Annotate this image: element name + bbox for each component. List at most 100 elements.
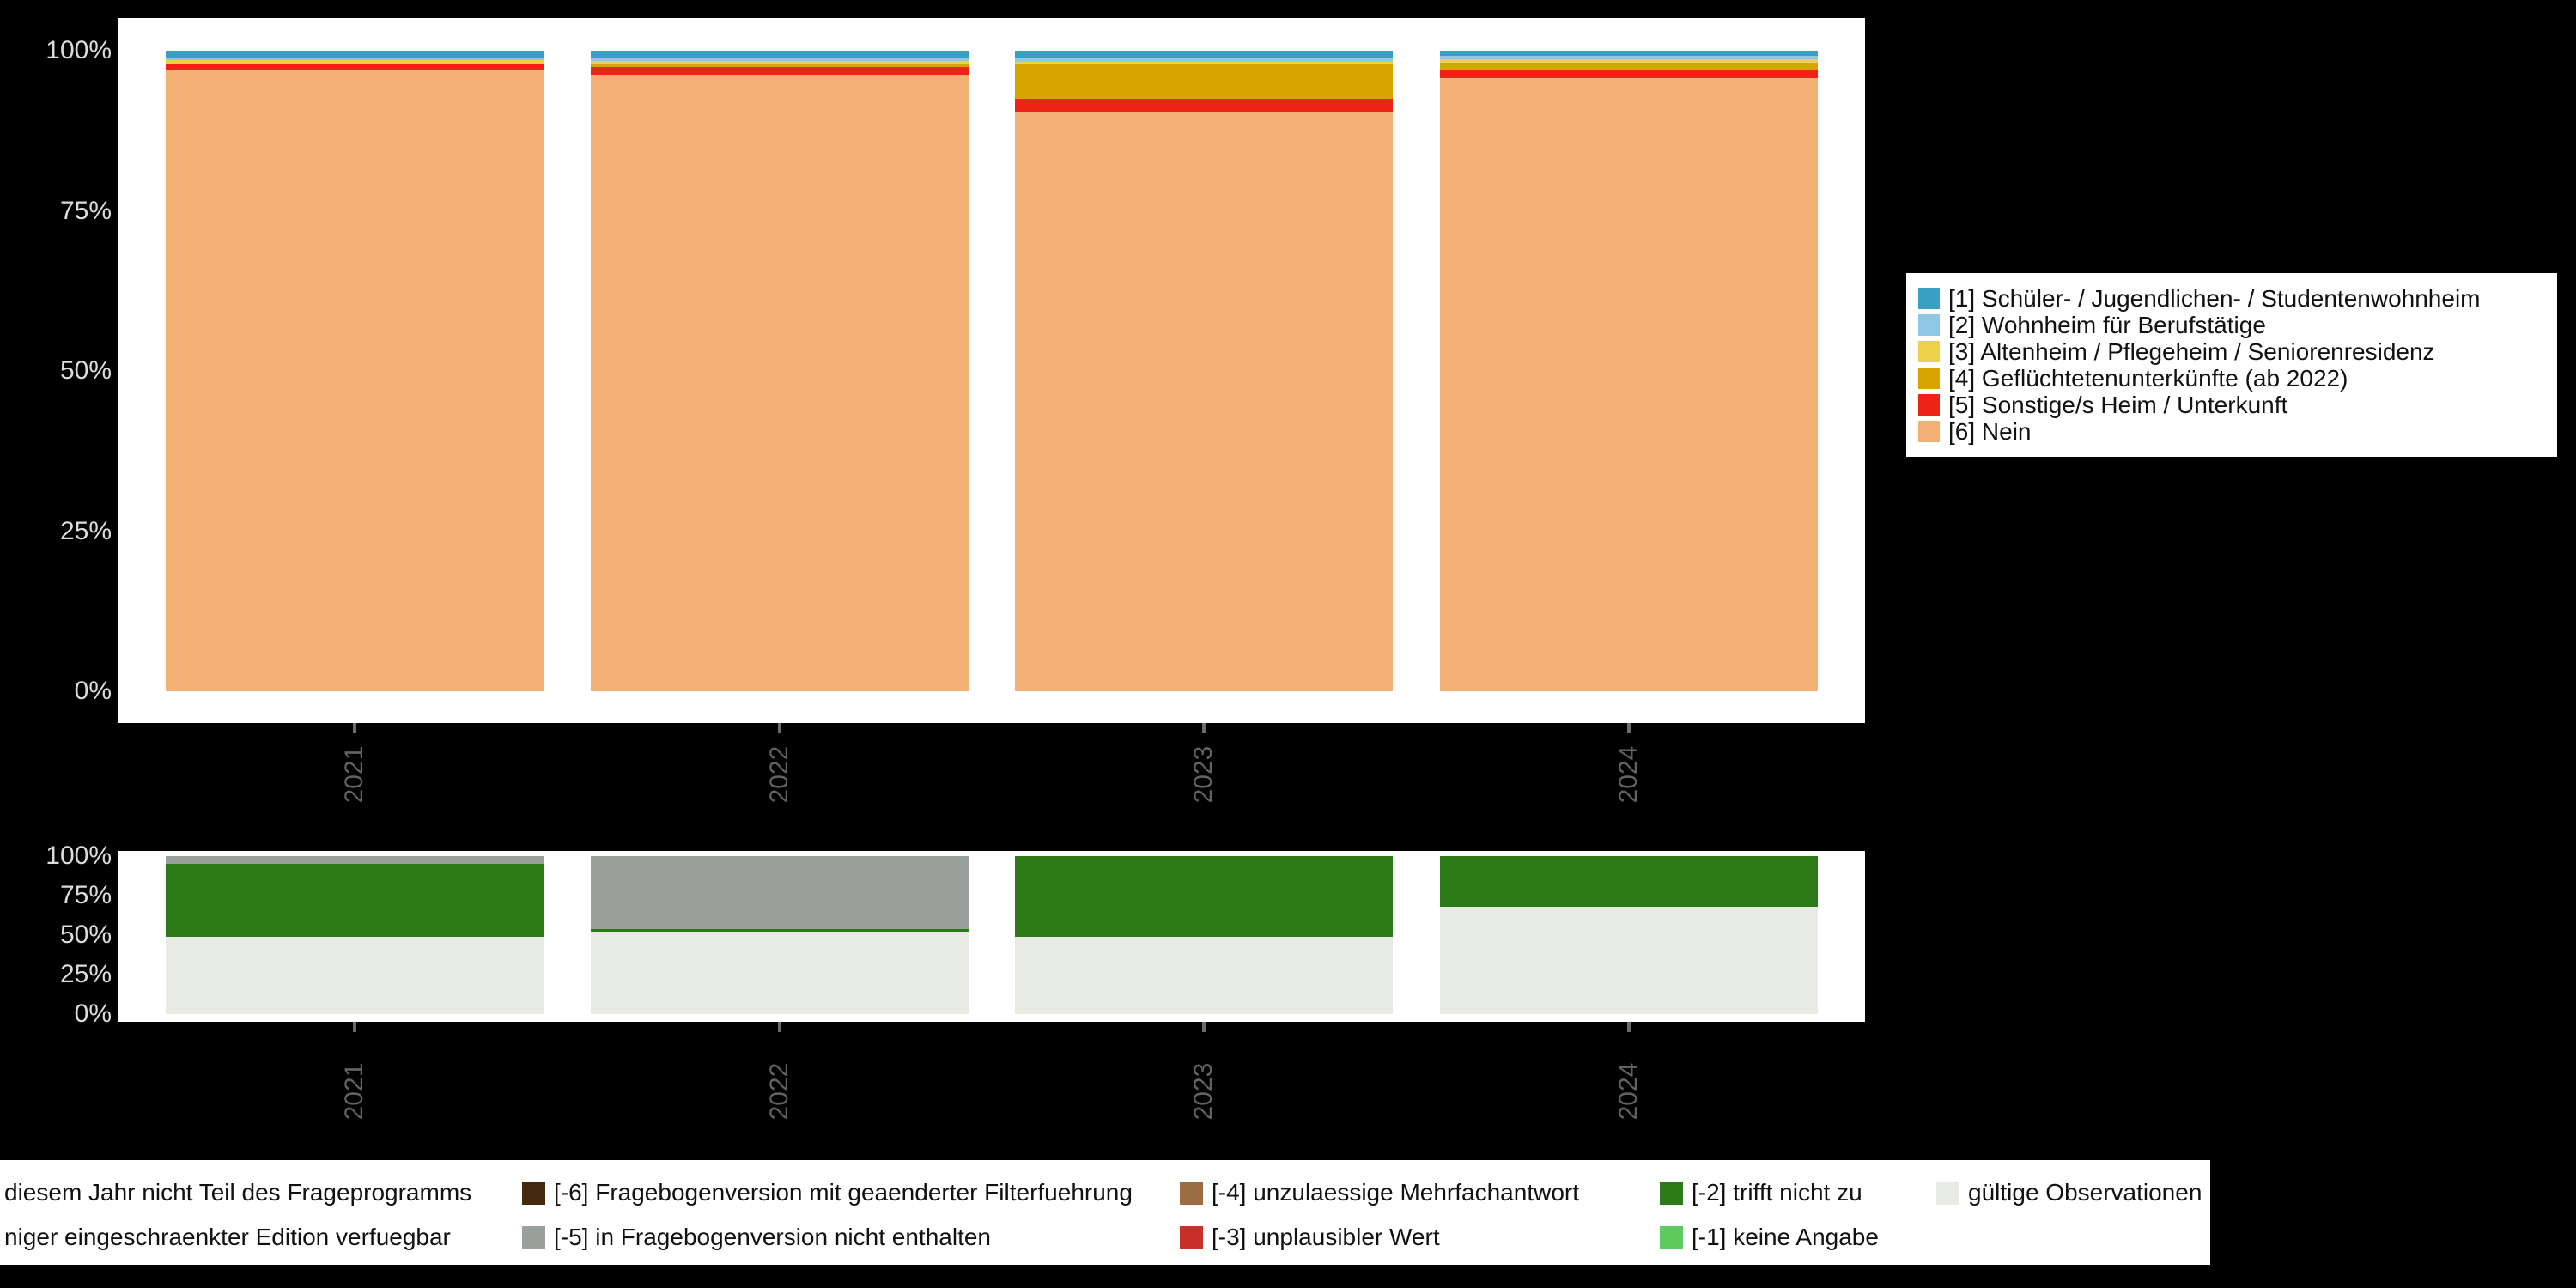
x-axis-label-2022: 2022 [764,745,793,804]
bar-segment [1015,64,1394,99]
legend-item-truncated: niger eingeschraenkter Edition verfuegba… [4,1223,451,1252]
legend-item: [3] Altenheim / Pflegeheim / Seniorenres… [1918,338,2550,365]
legend-item: [4] Geflüchtetenunterkünfte (ab 2022) [1918,365,2550,392]
y-axis-label: 50% [59,920,112,949]
bar-segment [165,70,544,691]
stacked-bar-bottom-2024 [1440,856,1819,1014]
legend-item: [-1] keine Angabe [1660,1223,1879,1252]
chart-panel-bottom [118,851,1865,1022]
legend-swatch [522,1225,545,1249]
bar-segment [590,74,969,691]
y-axis-label: 75% [59,196,112,225]
legend-item: [-2] trifft nicht zu [1660,1178,1862,1207]
legend-item: [-6] Fragebogenversion mit geaenderter F… [522,1178,1133,1207]
legend-label: [2] Wohnheim für Berufstätige [1948,311,2266,338]
legend-label: [-1] keine Angabe [1692,1224,1879,1250]
legend-swatch [1918,288,1940,309]
bar-segment [1440,58,1819,64]
y-axis-label: 0% [74,677,112,705]
y-axis-label: 25% [59,960,112,988]
bar-segment [165,864,544,937]
legend-swatch [1918,341,1940,362]
x-axis-label-2024: 2024 [1614,1062,1643,1121]
legend-item: gültige Observationen [1936,1178,2202,1207]
legend-label: [1] Schüler- / Jugendlichen- / Studenten… [1948,284,2481,312]
legend-item: [-5] in Fragebogenversion nicht enthalte… [522,1223,991,1252]
stacked-bar-top-2021 [165,51,544,691]
bar-segment [1015,856,1394,937]
x-axis-tick [1627,723,1631,733]
y-axis-label: 50% [59,356,112,385]
x-axis-label-2023: 2023 [1189,1062,1218,1121]
x-axis-tick [1202,723,1206,733]
bar-segment [1015,936,1394,1014]
legend-label: [6] Nein [1948,417,2032,445]
x-axis-tick [777,723,781,733]
bar-segment [590,932,969,1014]
legend-item: [-4] unzulaessige Mehrfachantwort [1180,1178,1579,1207]
bar-segment [1440,906,1819,1014]
legend-label: [-3] unplausibler Wert [1212,1224,1440,1250]
x-axis-tick [352,1022,356,1032]
stacked-bar-bottom-2022 [590,856,969,1014]
bar-segment [165,936,544,1014]
legend-label: [4] Geflüchtetenunterkünfte (ab 2022) [1948,364,2348,392]
stacked-bar-top-2023 [1015,51,1394,691]
bar-segment [1015,98,1394,112]
bar-segment [165,60,544,64]
x-axis-label-2024: 2024 [1614,745,1643,804]
legend-label: [-6] Fragebogenversion mit geaenderter F… [554,1179,1133,1206]
legend-label: gültige Observationen [1968,1179,2202,1206]
y-axis-label: 0% [74,999,112,1028]
x-axis-label-2022: 2022 [764,1062,793,1121]
bar-segment [1015,57,1394,63]
bar-segment [590,66,969,75]
legend-swatch [1180,1181,1203,1205]
bar-segment [1440,78,1819,691]
bar-segment [165,856,544,865]
stacked-bar-bottom-2023 [1015,856,1394,1014]
legend-swatch [1918,421,1940,442]
bar-segment [1015,111,1394,691]
legend-swatch [1918,368,1940,389]
y-axis-label: 100% [46,841,112,870]
y-axis-label: 25% [59,516,112,545]
bar-segment [165,63,544,70]
legend-label: [5] Sonstige/s Heim / Unterkunft [1948,391,2288,418]
legend-swatch [1918,394,1940,416]
legend-item: [-3] unplausibler Wert [1180,1223,1440,1252]
x-axis-label-2023: 2023 [1189,745,1218,804]
chart-panel-top [118,18,1865,723]
bar-segment [590,57,969,61]
bar-segment [1440,56,1819,59]
stacked-bar-bottom-2021 [165,856,544,1014]
y-axis-label: 100% [46,36,112,64]
x-axis-tick [352,723,356,733]
legend-swatch [1660,1181,1683,1205]
plot-area-bottom [118,856,1865,1014]
x-axis-tick [1202,1022,1206,1032]
legend-label: [3] Altenheim / Pflegeheim / Seniorenres… [1948,337,2435,365]
legend-label: niger eingeschraenkter Edition verfuegba… [4,1224,451,1250]
bar-segment [1440,856,1819,907]
stacked-bar-top-2022 [590,51,969,691]
bar-segment [590,928,969,933]
legend-item: [5] Sonstige/s Heim / Unterkunft [1918,392,2550,418]
bar-segment [590,856,969,929]
y-axis-label: 75% [59,881,112,909]
legend-swatch [522,1181,545,1205]
legend-label: [-2] trifft nicht zu [1692,1179,1862,1206]
bar-segment [590,63,969,67]
legend-label: [-5] in Fragebogenversion nicht enthalte… [554,1224,991,1250]
legend-item-truncated: diesem Jahr nicht Teil des Frageprogramm… [4,1178,471,1207]
legend-swatch [1180,1225,1203,1249]
legend-swatch [1918,314,1940,336]
legend-top-chart: [1] Schüler- / Jugendlichen- / Studenten… [1906,273,2557,457]
legend-label: diesem Jahr nicht Teil des Frageprogramm… [4,1179,472,1206]
x-axis-label-2021: 2021 [339,1062,368,1121]
legend-item: [1] Schüler- / Jugendlichen- / Studenten… [1918,285,2550,312]
bar-segment [590,60,969,64]
x-axis-tick [777,1022,781,1032]
x-axis-label-2021: 2021 [339,745,368,804]
